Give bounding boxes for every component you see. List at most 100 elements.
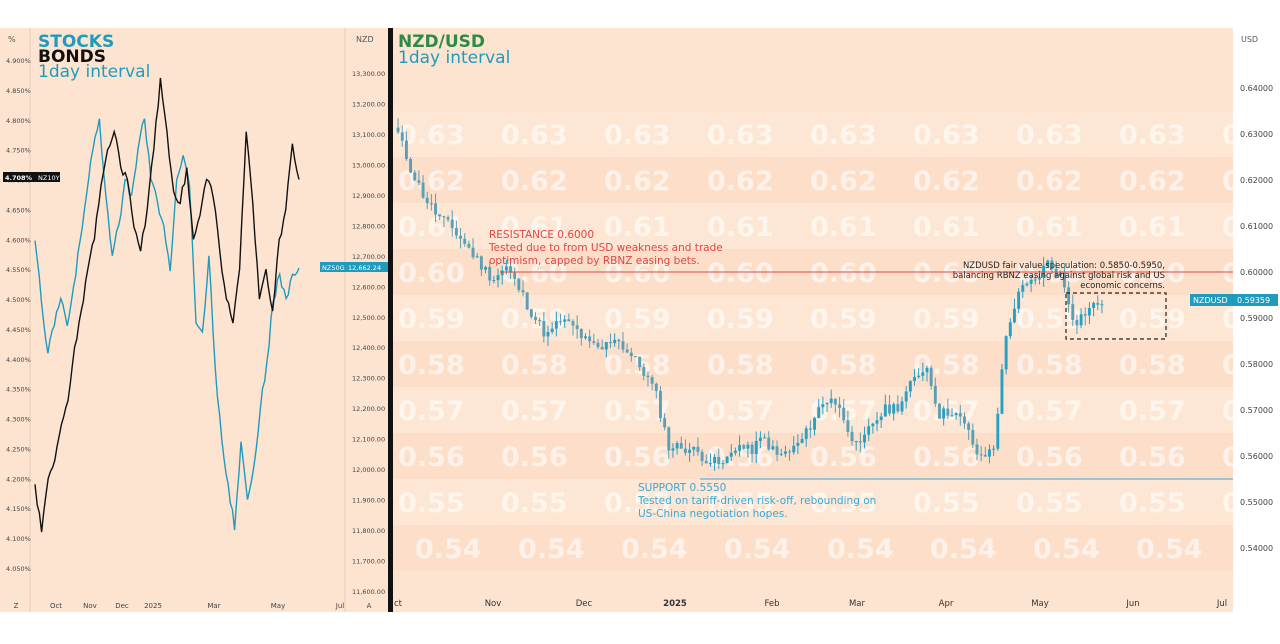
left-axis-tick: 4.900%: [6, 57, 31, 65]
watermark-value: 0.54: [1033, 534, 1100, 565]
candle-body: [1075, 319, 1079, 326]
watermark-value: 0.55: [1222, 488, 1280, 519]
right-interval-label: 1day interval: [398, 48, 510, 68]
candle-body: [796, 442, 800, 446]
price-badge-value: 0.59359: [1237, 296, 1270, 305]
fair-value-box: [1065, 292, 1167, 340]
candle-body: [779, 453, 783, 455]
candle-body: [954, 413, 958, 416]
candle-body: [1083, 314, 1087, 316]
candle-body: [1037, 277, 1041, 280]
watermark-layer: 0.63 0.63 0.63 0.63 0.63 0.63 0.63 0.63 0.63 0.62…: [393, 111, 1280, 571]
candle-body: [425, 197, 429, 204]
watermark-value: 0.61: [707, 212, 774, 243]
watermark-value: 0.55: [398, 488, 465, 519]
candle-body: [604, 342, 608, 350]
left-right-axis-tick: 13,200.00: [352, 100, 385, 108]
watermark-value: 0.63: [913, 120, 980, 151]
left-right-axis-tick: 12,900.00: [352, 192, 385, 200]
candle-body: [746, 444, 750, 449]
watermark-value: 0.60: [604, 258, 671, 289]
watermark-value: 0.61: [1222, 212, 1280, 243]
watermark-value: 0.56: [913, 442, 980, 473]
candle-body: [638, 356, 642, 368]
watermark-value: 0.58: [398, 350, 465, 381]
left-axis-tick: 4.200%: [6, 475, 31, 483]
candle-body: [671, 448, 675, 451]
watermark-value: 0.56: [1222, 442, 1280, 473]
left-right-axis-tick: 12,700.00: [352, 253, 385, 261]
candle-body: [950, 415, 954, 417]
candle-body: [554, 321, 558, 329]
watermark-value: 0.55: [913, 488, 980, 519]
candle-body: [479, 256, 483, 270]
candle-body: [829, 398, 833, 403]
bond-badge-name: NZ10Y: [38, 174, 60, 182]
left-x-tick: Z: [14, 602, 19, 610]
left-series-layer: [34, 77, 300, 533]
candle-body: [396, 127, 400, 133]
right-axis-background: [1233, 28, 1280, 612]
candle-body: [913, 376, 916, 382]
candle-body: [400, 132, 404, 141]
candle-body: [579, 328, 583, 339]
candle-body: [1004, 336, 1008, 370]
candle-body: [1054, 268, 1058, 277]
candle-body: [463, 238, 467, 244]
watermark-value: 0.54: [415, 534, 482, 565]
left-right-axis-unit: NZD: [356, 35, 374, 44]
right-x-tick: 2025: [663, 599, 687, 609]
candle-body: [783, 451, 787, 454]
watermark-value: 0.54: [518, 534, 585, 565]
candle-body: [529, 309, 533, 317]
candle-body: [917, 375, 921, 377]
stocks-series-line: [34, 118, 300, 531]
left-right-axis-tick: 13,100.00: [352, 131, 385, 139]
candle-body: [446, 217, 450, 220]
bond-badge-value: 4.708%: [5, 174, 33, 182]
watermark-value: 0.58: [810, 350, 877, 381]
price-badge-name: NZDUSD: [1193, 296, 1228, 305]
candle-body: [609, 342, 612, 344]
candle-body: [1062, 272, 1066, 288]
right-x-tick: Jul: [1216, 599, 1227, 609]
watermark-value: 0.62: [398, 166, 465, 197]
candle-body: [875, 420, 879, 424]
fair-value-line-1: NZDUSD fair value speculation: 0.5850-0.…: [963, 261, 1165, 271]
candle-body: [929, 367, 933, 386]
watermark-value: 0.63: [604, 120, 671, 151]
candle-body: [413, 172, 417, 181]
left-axis-tick: 4.250%: [6, 445, 31, 453]
watermark-value: 0.56: [604, 442, 671, 473]
candle-body: [442, 216, 446, 218]
watermark-value: 0.59: [707, 304, 774, 335]
candle-body: [454, 228, 458, 236]
watermark-value: 0.59: [810, 304, 877, 335]
left-x-tick: May: [271, 602, 285, 610]
candle-body: [1021, 285, 1025, 292]
watermark-band: [393, 157, 1233, 203]
watermark-value: 0.60: [1222, 258, 1280, 289]
candle-body: [1050, 260, 1054, 269]
candle-body: [933, 385, 937, 404]
watermark-value: 0.62: [707, 166, 774, 197]
candle-body: [838, 404, 841, 408]
watermark-value: 0.63: [1119, 120, 1186, 151]
candle-body: [1000, 369, 1004, 414]
candle-body: [808, 428, 812, 430]
candle-body: [788, 451, 792, 453]
candle-body: [521, 290, 525, 293]
price-axis-tick: 0.59000: [1240, 314, 1273, 323]
candle-body: [534, 316, 537, 320]
watermark-value: 0.58: [1016, 350, 1083, 381]
watermark-value: 0.62: [501, 166, 568, 197]
watermark-value: 0.59: [913, 304, 980, 335]
left-axis-tick: 4.800%: [6, 117, 31, 125]
watermark-value: 0.61: [810, 212, 877, 243]
candle-body: [509, 266, 512, 273]
candle-body: [588, 336, 592, 342]
resistance-line-2: optimism, capped by RBNZ easing bets.: [489, 255, 700, 267]
watermark-value: 0.55: [707, 488, 774, 519]
candle-body: [1079, 314, 1083, 326]
watermark-band: [393, 111, 1233, 157]
